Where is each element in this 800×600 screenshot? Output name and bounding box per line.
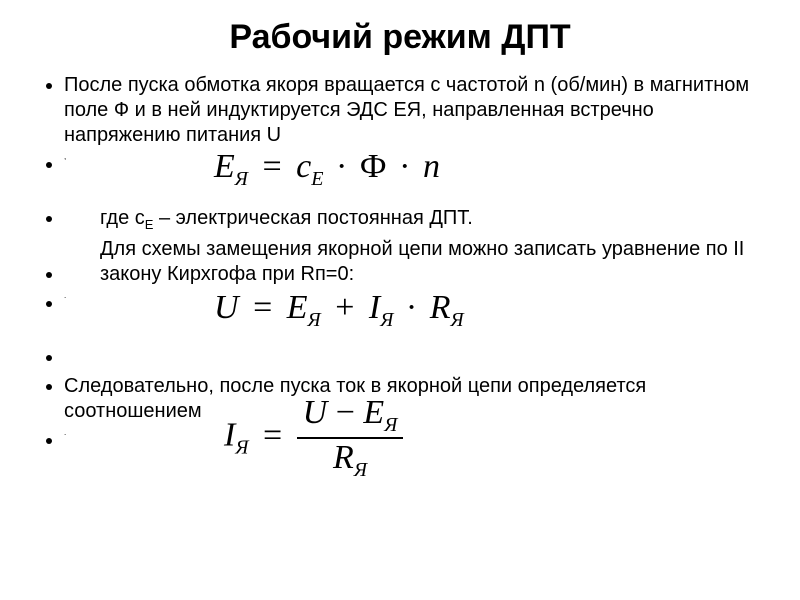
fraction: U − EЯ RЯ	[297, 396, 404, 480]
bullet-formula-2: . U = EЯ + IЯ · RЯ	[64, 291, 760, 341]
text-where-suffix: – электрическая постоянная ДПТ.	[153, 207, 472, 229]
sym-plus: +	[329, 289, 360, 326]
slide-title: Рабочий режим ДПТ	[40, 18, 760, 57]
sym-Phi: Ф	[360, 148, 387, 185]
bullet-marker-3: .	[64, 428, 66, 437]
bullet-formula-1: , EЯ = cE · Ф · n	[64, 152, 760, 202]
bullet-empty	[64, 345, 760, 370]
sym-dot-2: ·	[395, 148, 414, 185]
sym-R-sub: Я	[450, 309, 463, 331]
formula-emf: EЯ = cE · Ф · n	[214, 146, 440, 192]
bullet-marker-2: .	[64, 291, 66, 300]
sym-R3: R	[333, 439, 354, 476]
sym-E2: E	[287, 289, 308, 326]
fraction-denominator: RЯ	[297, 439, 404, 480]
formula-voltage: U = EЯ + IЯ · RЯ	[214, 287, 464, 333]
sym-I3-sub: Я	[235, 437, 248, 459]
bullet-formula-3: . IЯ = U − EЯ RЯ	[64, 428, 760, 518]
sym-R3-sub: Я	[354, 459, 367, 481]
sym-U3: U	[303, 394, 328, 431]
sym-R: R	[430, 289, 451, 326]
bullet-marker: ,	[64, 152, 66, 161]
formula-current: IЯ = U − EЯ RЯ	[224, 396, 403, 480]
fraction-numerator: U − EЯ	[297, 396, 404, 439]
sym-U: U	[214, 289, 239, 326]
sym-E-sub: Я	[235, 168, 248, 190]
slide: Рабочий режим ДПТ После пуска обмотка як…	[0, 0, 800, 600]
sym-eq-3: =	[257, 417, 288, 454]
bullet-intro: После пуска обмотка якоря вращается с ча…	[64, 73, 760, 148]
sym-dot-3: ·	[402, 289, 421, 326]
sym-E3-sub: Я	[384, 414, 397, 436]
sym-eq-2: =	[247, 289, 278, 326]
sym-I-sub: Я	[380, 309, 393, 331]
sym-E: E	[214, 148, 235, 185]
sym-I: I	[369, 289, 380, 326]
sym-c: c	[296, 148, 311, 185]
sym-E3: E	[363, 394, 384, 431]
text-where-prefix: где с	[100, 207, 145, 229]
sym-minus: −	[336, 394, 355, 431]
bullet-list: После пуска обмотка якоря вращается с ча…	[40, 73, 760, 518]
sym-c-sub: E	[311, 168, 323, 190]
sym-dot: ·	[332, 148, 351, 185]
sym-eq: =	[256, 148, 287, 185]
sym-E2-sub: Я	[308, 309, 321, 331]
bullet-therefore: Следовательно, после пуска ток в якорной…	[64, 374, 760, 424]
bullet-where-ce: где сE – электрическая постоянная ДПТ.	[64, 206, 760, 233]
text-kirchhoff: Для схемы замещения якорной цепи можно з…	[64, 237, 760, 287]
bullet-kirchhoff: Для схемы замещения якорной цепи можно з…	[64, 237, 760, 287]
sym-n: n	[423, 148, 440, 185]
sym-I3: I	[224, 417, 235, 454]
